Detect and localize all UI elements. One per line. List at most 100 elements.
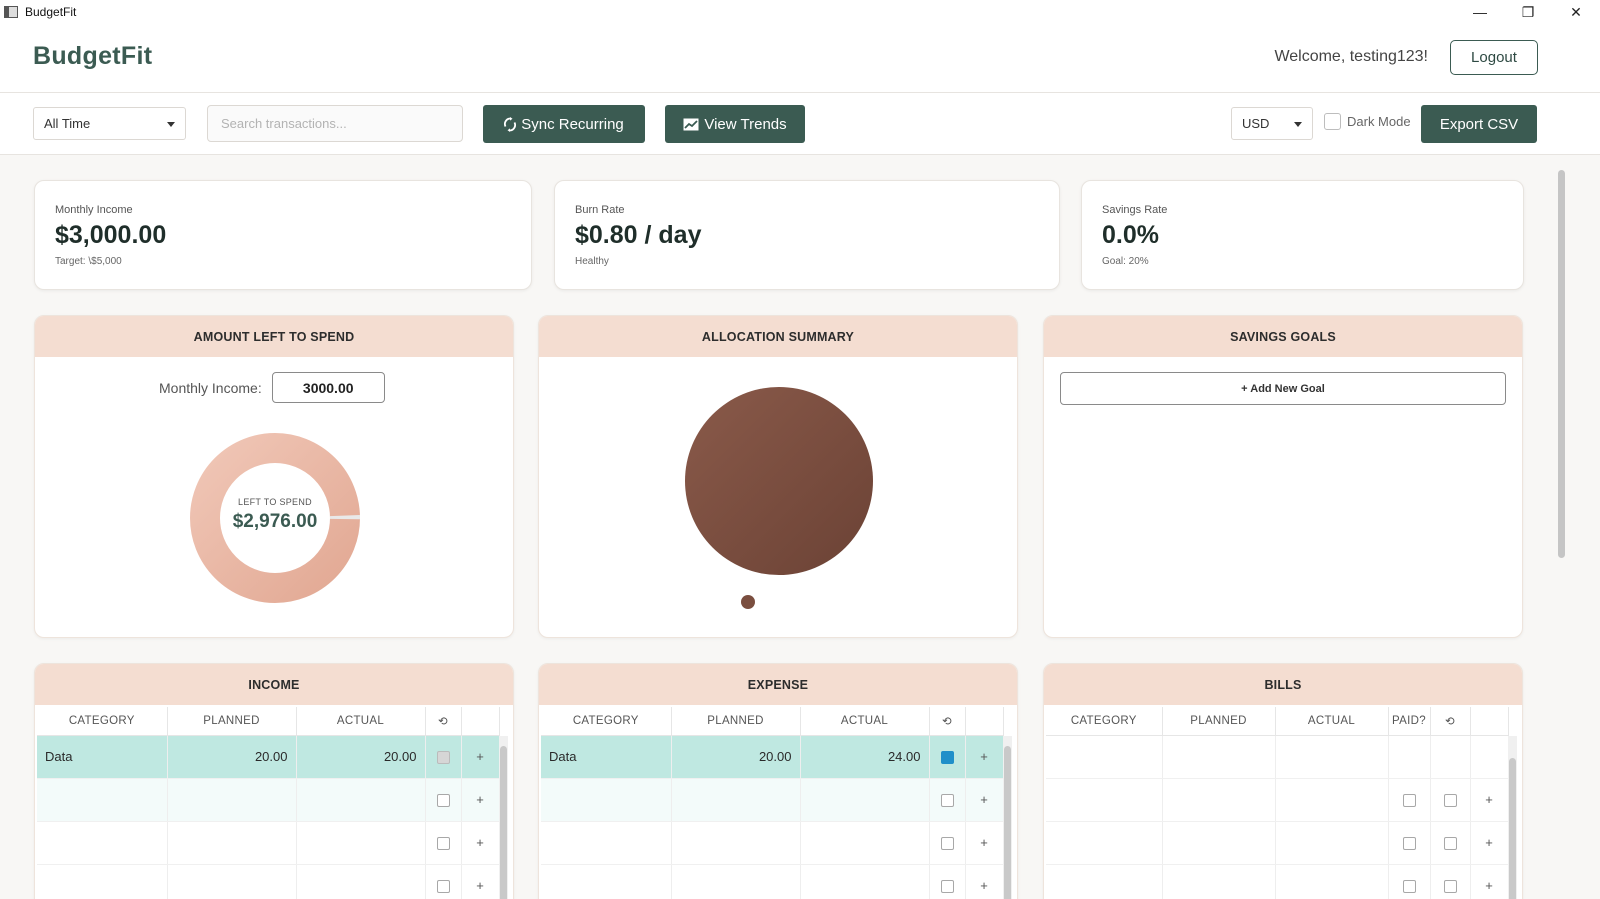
card-subtext: Healthy [575,256,609,267]
table-row[interactable]: + [37,864,500,899]
cell-actual[interactable]: 24.00 [800,735,930,779]
dark-mode-toggle[interactable]: Dark Mode [1324,113,1411,130]
paid-checkbox[interactable] [1402,837,1416,851]
table-row[interactable]: + [37,778,500,822]
card-label: Burn Rate [575,204,625,216]
add-new-goal-button[interactable]: + Add New Goal [1060,372,1506,405]
add-row-icon[interactable]: + [476,792,484,807]
legend-dot[interactable] [741,595,755,609]
table-row[interactable]: + [541,778,1004,822]
add-row-icon[interactable]: + [980,878,988,893]
panel-title: SAVINGS GOALS [1044,316,1522,357]
column-header-category[interactable]: CATEGORY [1046,707,1163,736]
allocation-pie-chart [685,387,873,609]
minimize-button[interactable]: — [1473,4,1487,20]
brand-logo: BudgetFit [33,42,153,70]
table-row[interactable]: + [541,821,1004,865]
column-header-actual[interactable]: ACTUAL [800,707,930,736]
export-csv-button[interactable]: Export CSV [1421,105,1537,143]
app-icon [4,6,18,18]
recurring-checkbox[interactable] [1443,794,1457,808]
burn-rate-card: Burn Rate $0.80 / day Healthy [554,180,1060,290]
table-row[interactable]: Data 20.00 20.00 + [37,735,500,779]
panel-title: EXPENSE [539,664,1017,705]
add-row-icon[interactable]: + [980,835,988,850]
income-table: CATEGORY PLANNED ACTUAL ⟲ Data 20.00 20.… [37,707,500,899]
paid-checkbox[interactable] [1402,880,1416,894]
column-header-planned[interactable]: PLANNED [167,707,297,736]
add-row-icon[interactable]: + [476,835,484,850]
period-select[interactable]: All Time [33,107,186,140]
cell-category[interactable]: Data [37,735,168,779]
savings-goals-panel: SAVINGS GOALS + Add New Goal [1043,315,1523,638]
restore-button[interactable]: ❐ [1521,3,1535,20]
page-scrollbar-thumb[interactable] [1558,170,1565,558]
dark-mode-checkbox[interactable] [1324,113,1341,130]
recurring-checkbox[interactable] [940,837,954,851]
currency-select-value: USD [1242,116,1270,131]
cell-category[interactable]: Data [541,735,672,779]
table-row[interactable]: + [1046,778,1509,822]
table-row[interactable]: + [1046,821,1509,865]
recurring-checkbox[interactable] [436,751,450,765]
add-row-icon[interactable]: + [476,749,484,764]
table-row[interactable]: + [37,821,500,865]
recurring-icon: ⟲ [425,707,462,736]
logout-button[interactable]: Logout [1450,40,1538,75]
cell-planned[interactable]: 20.00 [671,735,801,779]
window-title: BudgetFit [25,5,77,19]
card-subtext: Target: \$5,000 [55,256,122,267]
income-scrollbar[interactable] [499,736,508,899]
column-header-planned[interactable]: PLANNED [1162,707,1276,736]
column-header-actual[interactable]: ACTUAL [1275,707,1389,736]
cell-actual[interactable]: 20.00 [296,735,426,779]
income-panel: INCOME CATEGORY PLANNED ACTUAL ⟲ Data 20… [34,663,514,899]
cell-planned[interactable]: 20.00 [167,735,297,779]
close-button[interactable]: ✕ [1570,3,1582,20]
expense-panel: EXPENSE CATEGORY PLANNED ACTUAL ⟲ Data 2… [538,663,1018,899]
chevron-down-icon [1294,122,1302,127]
table-row[interactable] [1046,735,1509,779]
app-header: BudgetFit Welcome, testing123! Logout [0,24,1600,93]
table-row[interactable]: + [1046,864,1509,899]
recurring-icon: ⟲ [929,707,966,736]
recurring-checkbox[interactable] [1443,837,1457,851]
view-trends-button[interactable]: View Trends [665,105,805,143]
card-label: Monthly Income [55,204,133,216]
table-row[interactable]: + [541,864,1004,899]
sync-recurring-button[interactable]: Sync Recurring [483,105,645,143]
page-scrollbar[interactable] [1557,160,1566,899]
chevron-down-icon [167,122,175,127]
trend-chart-icon [683,118,699,130]
recurring-checkbox[interactable] [436,837,450,851]
add-row-icon[interactable]: + [980,792,988,807]
add-row-icon[interactable]: + [980,749,988,764]
column-header-category[interactable]: CATEGORY [37,707,168,736]
toolbar: All Time Sync Recurring View Trends USD … [0,93,1600,155]
add-row-icon[interactable]: + [1485,835,1493,850]
add-row-icon[interactable]: + [1485,878,1493,893]
add-row-icon[interactable]: + [1485,792,1493,807]
search-input[interactable] [207,105,463,142]
recurring-checkbox[interactable] [940,751,954,765]
recurring-checkbox[interactable] [940,880,954,894]
recurring-checkbox[interactable] [1443,880,1457,894]
column-header-paid[interactable]: PAID? [1388,707,1431,736]
column-header-category[interactable]: CATEGORY [541,707,672,736]
column-header-planned[interactable]: PLANNED [671,707,801,736]
bills-scrollbar[interactable] [1508,736,1517,899]
recurring-checkbox[interactable] [436,880,450,894]
add-row-icon[interactable]: + [476,878,484,893]
welcome-text: Welcome, testing123! [1274,48,1428,65]
table-row[interactable]: Data 20.00 24.00 + [541,735,1004,779]
card-value: $3,000.00 [55,221,167,249]
currency-select[interactable]: USD [1231,107,1313,140]
paid-checkbox[interactable] [1402,794,1416,808]
recurring-checkbox[interactable] [940,794,954,808]
monthly-income-input[interactable] [271,372,385,403]
recurring-checkbox[interactable] [436,794,450,808]
expense-scrollbar[interactable] [1003,736,1012,899]
column-header-actual[interactable]: ACTUAL [296,707,426,736]
panel-title: BILLS [1044,664,1522,705]
view-trends-label: View Trends [704,115,787,133]
